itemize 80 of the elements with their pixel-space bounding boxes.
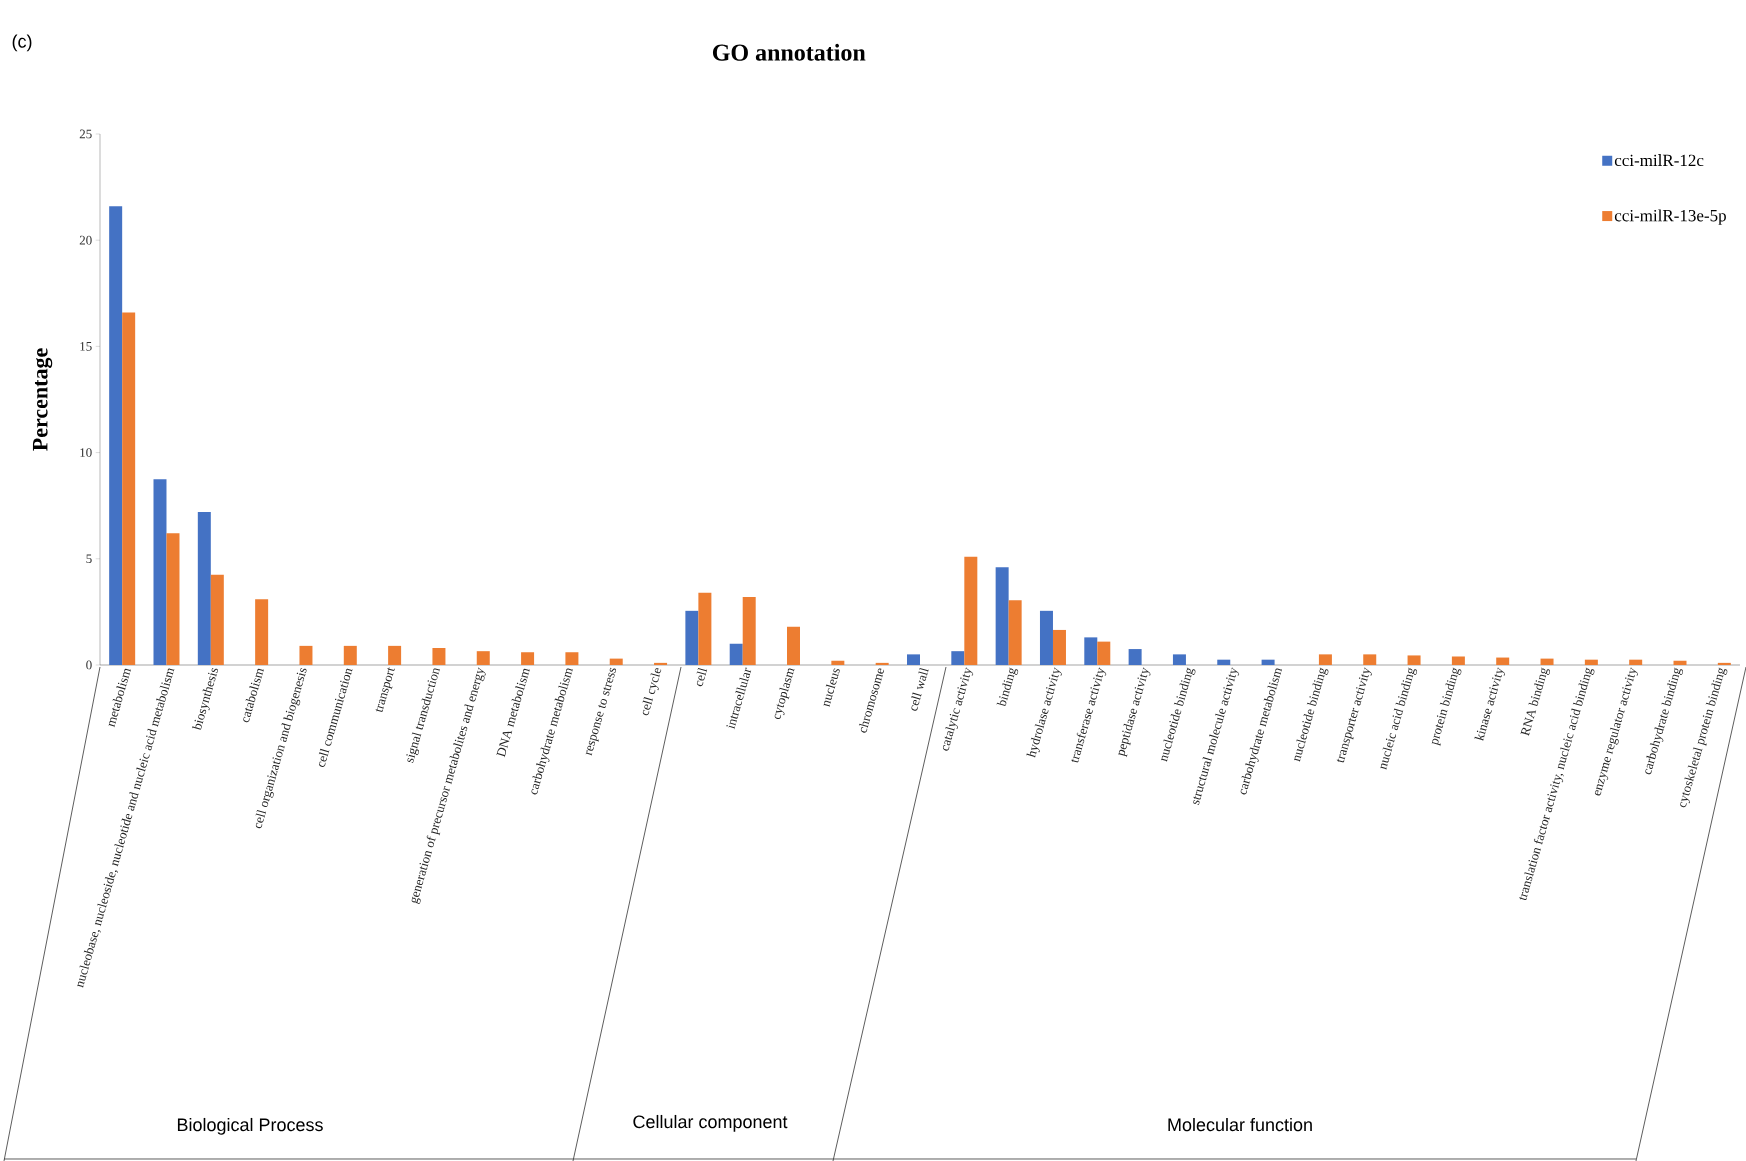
bar <box>787 626 801 665</box>
bar <box>1261 659 1275 665</box>
bar <box>995 567 1009 665</box>
bar <box>476 651 490 665</box>
bar <box>1052 629 1066 665</box>
text: Biological Process <box>177 1117 323 1135</box>
bar <box>1172 654 1186 665</box>
bar <box>1629 659 1643 665</box>
x-tick-label: enzyme regulator activity <box>1594 667 1639 796</box>
bar <box>197 512 211 665</box>
bar <box>1451 656 1465 665</box>
text: Cellular component <box>633 1114 788 1132</box>
x-tick-label: nucleus <box>823 668 840 708</box>
chart-title: GO annotation <box>712 43 866 61</box>
bar <box>388 645 402 665</box>
y-tick-label: 20 <box>79 235 92 245</box>
bar <box>1318 654 1332 665</box>
y-tick-label: 5 <box>86 554 92 564</box>
bar <box>831 660 845 665</box>
x-tick-label: kinase activity <box>1474 667 1506 742</box>
bar <box>109 206 123 665</box>
x-tick-label: transferase activity <box>1071 667 1107 763</box>
text: Molecular function <box>1168 1117 1312 1132</box>
bar <box>729 643 743 665</box>
y-axis-title: Percentage <box>32 348 53 451</box>
bar <box>875 662 889 665</box>
x-tick-label: cell <box>696 667 708 687</box>
bar <box>1097 641 1111 665</box>
x-tick-label: peptidase activity <box>1118 667 1151 758</box>
x-tick-label: cell wall <box>911 667 929 711</box>
bar <box>565 652 579 665</box>
bar <box>1673 660 1687 665</box>
bar <box>1217 659 1231 665</box>
bar <box>210 574 224 665</box>
x-tick-label: RNA binding <box>1520 667 1551 737</box>
legend-label: cci-milR-13e-5p <box>1614 209 1726 225</box>
bar <box>1717 662 1731 665</box>
x-tick-label: catabolism <box>243 668 264 723</box>
y-tick-label: 15 <box>80 342 92 351</box>
x-tick-label: nucleotide binding <box>1161 667 1196 762</box>
bar <box>255 599 269 665</box>
x-tick-label: cell cycle <box>642 668 662 716</box>
bar <box>742 597 756 665</box>
x-tick-label: nucleic acid binding <box>1380 667 1418 770</box>
y-tick-label: 25 <box>79 129 92 139</box>
bar <box>964 556 978 665</box>
x-tick-label: protein binding <box>1431 667 1462 747</box>
x-tick-label: response to stress <box>585 667 616 756</box>
bar <box>1540 658 1554 665</box>
text: (c) <box>12 34 32 52</box>
bar <box>1039 610 1053 665</box>
x-tick-label: catalytic activity <box>942 667 974 751</box>
bar <box>153 479 167 665</box>
bar <box>1084 637 1098 665</box>
bar <box>432 648 446 665</box>
bar <box>1363 654 1377 665</box>
x-tick-label: nucleotide binding <box>1294 667 1329 762</box>
bar <box>951 651 965 665</box>
bar <box>609 658 623 665</box>
legend-label: cci-milR-12c <box>1614 154 1704 167</box>
bar <box>1407 655 1421 665</box>
bar <box>1496 657 1510 665</box>
bar <box>1584 659 1598 665</box>
bar <box>122 312 136 665</box>
x-tick-label: transport <box>375 667 395 712</box>
bar <box>343 645 357 665</box>
bar <box>907 654 920 665</box>
bar <box>685 610 699 665</box>
x-tick-label: cytoplasm <box>774 668 795 720</box>
y-tick-label: 10 <box>80 448 92 457</box>
bar <box>1128 649 1142 665</box>
bar <box>698 592 712 665</box>
bar <box>1008 600 1022 665</box>
bar <box>654 662 668 665</box>
x-tick-label: binding <box>996 667 1019 707</box>
bar <box>299 645 313 665</box>
bar <box>166 533 180 665</box>
x-tick-label: transporter activity <box>1336 667 1372 763</box>
bar <box>521 652 535 665</box>
y-tick-label: 0 <box>86 660 92 670</box>
